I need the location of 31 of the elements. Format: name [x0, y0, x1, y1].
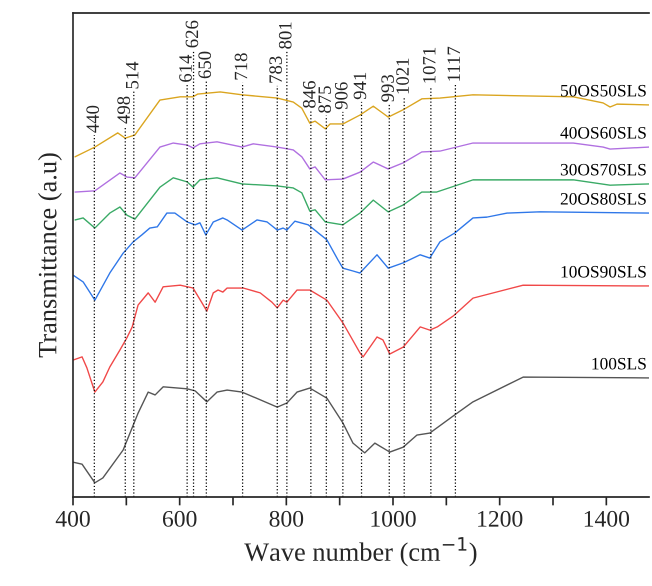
ref-line-label: 1021 — [396, 58, 409, 94]
x-tick-label: 1000 — [371, 510, 416, 527]
ref-line-label: 801 — [278, 22, 292, 49]
ref-line-label: 1117 — [448, 46, 460, 81]
ref-line-label: 846 — [302, 81, 316, 108]
x-tick-label: 800 — [270, 510, 304, 527]
x-tick-label: 400 — [56, 510, 90, 527]
series-label: 40OS60SLS — [560, 126, 646, 139]
series-label: 20OS80SLS — [560, 192, 646, 205]
ref-line-label: 783 — [269, 56, 282, 83]
x-tick-label: 600 — [162, 510, 196, 527]
ref-line-label: 718 — [234, 53, 248, 80]
x-tick-label: 1200 — [478, 510, 522, 527]
ref-line-label: 440 — [86, 106, 100, 133]
x-axis-title: Wave number (cm$^{−1}$) — [244, 537, 476, 566]
ref-line-label: 993 — [381, 75, 394, 102]
ref-line-label: 1071 — [422, 48, 436, 83]
ref-line-label: 906 — [334, 82, 348, 110]
series-label: 10OS90SLS — [562, 266, 646, 278]
ref-line-label: 498 — [117, 96, 130, 124]
series-label: 100SLS — [592, 358, 646, 370]
series-label: 50OS50SLS — [561, 84, 646, 97]
ref-line-label: 941 — [354, 72, 366, 100]
ref-line-label: 875 — [318, 86, 332, 113]
ref-line-label: 614 — [179, 54, 192, 82]
ref-line-label: 514 — [126, 62, 138, 88]
ref-line-label: 626 — [186, 20, 198, 48]
ref-line-label: 650 — [198, 52, 212, 78]
y-axis-title: Transmittance (a.u) — [38, 153, 62, 358]
x-tick-label: 1400 — [584, 510, 630, 527]
series-label: 30OS70SLS — [560, 164, 646, 176]
